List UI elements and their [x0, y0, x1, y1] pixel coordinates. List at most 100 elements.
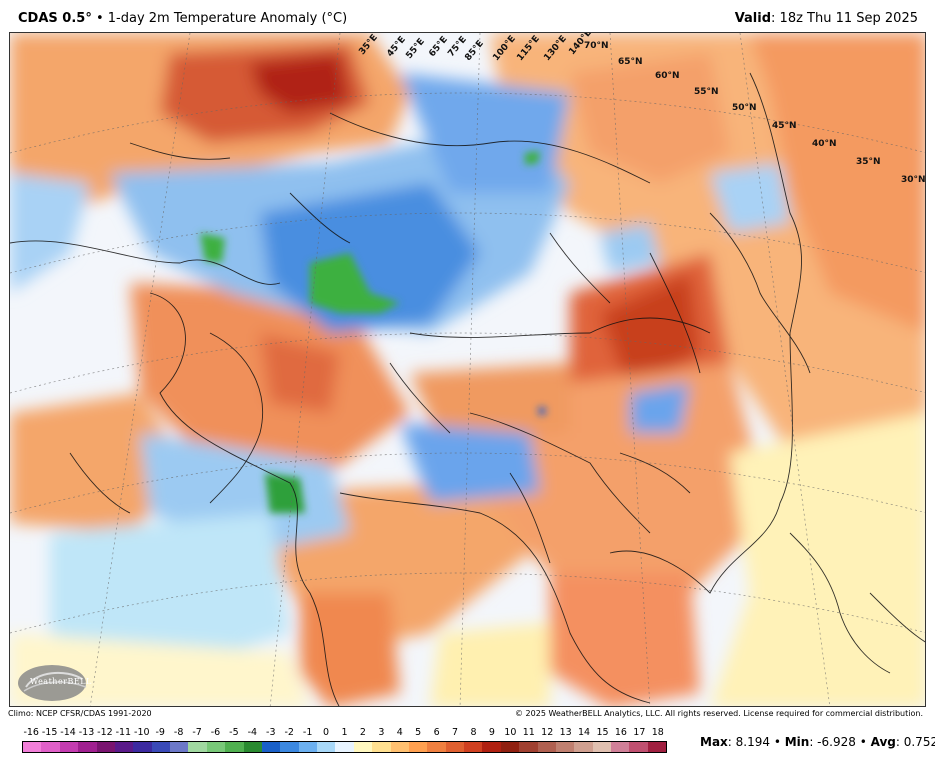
- colorbar-tick-label: 7: [452, 727, 459, 738]
- colorbar-tick-label: 10: [504, 727, 517, 738]
- title-unit: °C: [326, 11, 343, 26]
- colorbar-tick-label: 1: [341, 727, 348, 738]
- colorbar-swatch: [206, 742, 226, 752]
- model-name: CDAS 0.5: [18, 11, 86, 26]
- colorbar-tick-label: 16: [614, 727, 627, 738]
- stats-separator-2: •: [855, 735, 871, 749]
- colorbar-swatch: [114, 742, 134, 752]
- avg-value: : 0.752: [895, 735, 935, 749]
- colorbar-tick-label: -11: [115, 727, 132, 738]
- colorbar-tick-label: 11: [522, 727, 535, 738]
- colorbar-tick-label: 18: [651, 727, 664, 738]
- colorbar-swatch: [647, 742, 667, 752]
- valid-value: : 18z Thu 11 Sep 2025: [771, 11, 918, 26]
- colorbar-swatch: [611, 742, 630, 752]
- colorbar-swatch: [261, 742, 281, 752]
- colorbar-tick-label: -15: [41, 727, 58, 738]
- max-value: : 8.194: [727, 735, 770, 749]
- header: CDAS 0.5° • 1-day 2m Temperature Anomaly…: [0, 0, 935, 32]
- colorbar-tick-label: -12: [97, 727, 113, 738]
- weatherbell-logo: WeatherBELL: [16, 661, 96, 705]
- colorbar-swatch: [317, 742, 336, 752]
- anomaly-map[interactable]: 35°E 45°E 55°E 65°E 75°E 85°E 100°E 115°…: [9, 32, 926, 707]
- lat-label-50n: 50°N: [732, 103, 757, 113]
- logo-swirl-icon: [18, 665, 87, 701]
- colorbar-swatch: [353, 742, 373, 752]
- colorbar-tick-label: 15: [596, 727, 609, 738]
- min-value: : -6.928: [809, 735, 856, 749]
- colorbar-swatch: [519, 742, 538, 752]
- colorbar-swatch: [500, 742, 520, 752]
- colorbar-swatch: [408, 742, 428, 752]
- colorbar-swatch: [555, 742, 575, 752]
- colorbar-swatch: [482, 742, 501, 752]
- colorbar-tick-label: 6: [433, 727, 440, 738]
- climo-note: Climo: NCEP CFSR/CDAS 1991-2020: [8, 709, 152, 718]
- colorbar-tick-label: -5: [229, 727, 239, 738]
- lat-label-40n: 40°N: [812, 139, 837, 149]
- colorbar-tick-label: 2: [359, 727, 366, 738]
- colorbar-swatch: [574, 742, 593, 752]
- colorbar-tick-label: -4: [247, 727, 258, 738]
- valid-label: Valid: [734, 11, 772, 26]
- colorbar-tick-label: 9: [488, 727, 495, 738]
- colorbar-tick-label: 13: [559, 727, 572, 738]
- colorbar-swatch: [170, 742, 189, 752]
- colorbar-tick-label: -2: [284, 727, 294, 738]
- colorbar-swatch: [23, 742, 42, 752]
- colorbar-tick-label: -16: [23, 727, 39, 738]
- lat-label-65n: 65°N: [618, 57, 643, 67]
- colorbar-tick-label: -7: [192, 727, 202, 738]
- colorbar-swatch: [335, 742, 354, 752]
- colorbar-tick-label: -6: [210, 727, 221, 738]
- colorbar-swatch: [629, 742, 648, 752]
- logo-text: WeatherBELL: [30, 677, 92, 686]
- chart-title: CDAS 0.5° • 1-day 2m Temperature Anomaly…: [18, 11, 347, 26]
- min-label: Min: [784, 735, 810, 749]
- colorbar-swatch: [78, 742, 97, 752]
- colorbar-tick-label: -1: [302, 727, 313, 738]
- colorbar-tick-label: 17: [633, 727, 646, 738]
- lat-label-35n: 35°N: [856, 157, 881, 167]
- degree-symbol: °: [85, 11, 92, 26]
- colorbar-tick-label: 12: [541, 727, 554, 738]
- colorbar-swatch: [298, 742, 317, 752]
- colorbar-swatch: [41, 742, 60, 752]
- colorbar-swatch: [537, 742, 556, 752]
- colorbar-swatch: [445, 742, 464, 752]
- colorbar-tick-label: 4: [396, 727, 403, 738]
- stats-summary: Max: 8.194 • Min: -6.928 • Avg: 0.752: [700, 735, 935, 749]
- colorbar-tick-label: -14: [60, 727, 76, 738]
- lat-label-60n: 60°N: [655, 71, 680, 81]
- colorbar-tick-labels: -16 -15 -14 -13 -12 -11 -10 -9 -8 -7 -6 -5 -4 -3 -2 -1 0…: [22, 727, 667, 739]
- colorbar-tick-label: -13: [78, 727, 95, 738]
- colorbar-tick-label: -9: [155, 727, 165, 738]
- colorbar-swatch: [151, 742, 170, 752]
- colorbar-swatches: [22, 741, 667, 753]
- colorbar-swatch: [390, 742, 409, 752]
- colorbar-tick-label: 3: [378, 727, 385, 738]
- colorbar-tick-label: -8: [173, 727, 184, 738]
- map-graphic: [10, 33, 925, 706]
- colorbar-swatch: [243, 742, 262, 752]
- colorbar-tick-label: 14: [578, 727, 591, 738]
- colorbar-swatch: [96, 742, 115, 752]
- colorbar-swatch: [133, 742, 152, 752]
- copyright-note: © 2025 WeatherBELL Analytics, LLC. All r…: [515, 709, 923, 718]
- lat-label-45n: 45°N: [772, 121, 797, 131]
- colorbar-tick-label: -3: [266, 727, 276, 738]
- colorbar: -16 -15 -14 -13 -12 -11 -10 -9 -8 -7 -6 -5 -4 -3 -2 -1 0…: [22, 727, 667, 755]
- avg-label: Avg: [870, 735, 896, 749]
- colorbar-swatch: [592, 742, 611, 752]
- stats-separator-1: •: [770, 735, 785, 749]
- colorbar-swatch: [280, 742, 299, 752]
- colorbar-swatch: [188, 742, 207, 752]
- colorbar-tick-label: 8: [470, 727, 477, 738]
- colorbar-tick-label: 5: [415, 727, 422, 738]
- colorbar-swatch: [427, 742, 446, 752]
- colorbar-swatch: [372, 742, 391, 752]
- max-label: Max: [700, 735, 728, 749]
- colorbar-swatch: [59, 742, 79, 752]
- lat-label-55n: 55°N: [694, 87, 719, 97]
- title-bullet: •: [95, 11, 104, 26]
